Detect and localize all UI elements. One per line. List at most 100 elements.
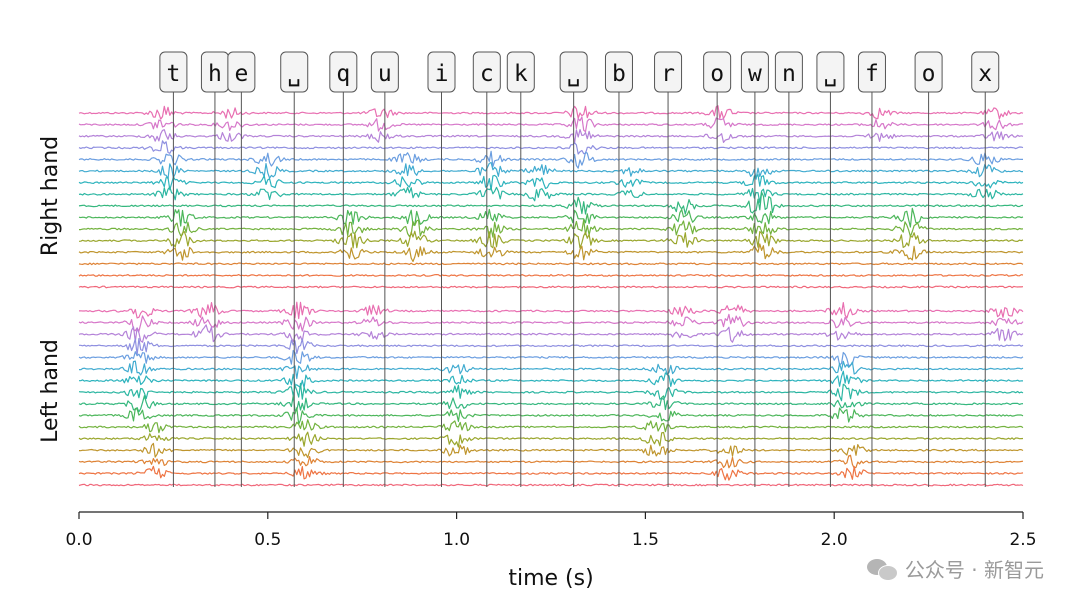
key-text: r bbox=[661, 61, 675, 87]
key-box bbox=[604, 51, 633, 93]
key-label: ␣ bbox=[816, 51, 845, 93]
key-box bbox=[654, 51, 683, 93]
key-text: h bbox=[208, 61, 222, 87]
emg-trace-right-5 bbox=[78, 150, 1023, 169]
key-text: ␣ bbox=[567, 61, 581, 87]
key-text: ␣ bbox=[287, 61, 301, 87]
key-text: o bbox=[710, 61, 724, 87]
key-label: ␣ bbox=[280, 51, 309, 93]
key-label: c bbox=[472, 51, 501, 93]
emg-traces bbox=[78, 105, 1024, 487]
x-tick-label: 2.5 bbox=[1009, 530, 1036, 550]
emg-trace-right-2 bbox=[78, 116, 1023, 133]
key-box bbox=[857, 51, 886, 93]
key-text: o bbox=[922, 61, 936, 87]
emg-trace-left-5 bbox=[78, 349, 1024, 367]
key-box bbox=[227, 51, 256, 93]
key-text: k bbox=[514, 61, 528, 87]
emg-trace-right-15 bbox=[78, 274, 1024, 277]
emg-trace-right-13 bbox=[78, 243, 1024, 263]
right-hand-label: Right hand bbox=[38, 136, 63, 256]
wechat-icon bbox=[866, 557, 898, 581]
key-box bbox=[370, 51, 399, 93]
key-box bbox=[740, 51, 769, 93]
key-label: r bbox=[654, 51, 683, 93]
key-label: b bbox=[604, 51, 633, 93]
key-label: t bbox=[159, 51, 188, 93]
emg-trace-left-13 bbox=[78, 442, 1024, 459]
emg-trace-right-10 bbox=[78, 207, 1024, 228]
emg-trace-right-11 bbox=[79, 219, 1024, 239]
key-box bbox=[427, 51, 456, 93]
emg-trace-left-2 bbox=[78, 313, 1024, 332]
key-label: o bbox=[703, 51, 732, 93]
x-tick-label: 1.5 bbox=[632, 530, 659, 550]
key-text: x bbox=[978, 61, 992, 87]
key-box bbox=[280, 51, 309, 93]
emg-trace-right-1 bbox=[78, 105, 1024, 120]
emg-trace-right-4 bbox=[78, 140, 1024, 155]
x-tick-label: 0.5 bbox=[254, 530, 281, 550]
key-label: o bbox=[914, 51, 943, 93]
key-label: h bbox=[200, 51, 229, 93]
emg-trace-right-8 bbox=[78, 186, 1024, 204]
key-label: f bbox=[857, 51, 886, 93]
emg-trace-left-4 bbox=[79, 338, 1024, 356]
x-axis-label: time (s) bbox=[508, 566, 593, 591]
x-tick-label: 1.0 bbox=[443, 530, 470, 550]
key-text: b bbox=[612, 61, 626, 87]
emg-trace-left-9 bbox=[78, 395, 1024, 413]
key-text: w bbox=[748, 61, 762, 87]
keystroke-lines bbox=[172, 92, 986, 487]
key-label: e bbox=[227, 51, 256, 93]
x-tick-label: 0.0 bbox=[65, 530, 92, 550]
emg-trace-right-3 bbox=[78, 129, 1024, 144]
emg-trace-right-9 bbox=[78, 191, 1024, 215]
emg-trace-right-14 bbox=[78, 262, 1024, 266]
emg-trace-right-12 bbox=[78, 230, 1024, 249]
emg-trace-left-10 bbox=[78, 407, 1024, 425]
watermark: 公众号 · 新智元 bbox=[866, 554, 1044, 583]
keystroke-labels: t h e ␣ q u i c k ␣ b r o w n ␣ f o x bbox=[159, 51, 1000, 93]
key-text: t bbox=[166, 61, 180, 87]
key-text: f bbox=[865, 61, 879, 87]
key-box bbox=[774, 51, 803, 93]
key-label: u bbox=[370, 51, 399, 93]
key-label: ␣ bbox=[559, 51, 588, 93]
key-box bbox=[159, 51, 188, 93]
key-text: i bbox=[435, 61, 449, 87]
key-label: x bbox=[971, 51, 1000, 93]
key-text: u bbox=[378, 61, 392, 87]
key-label: n bbox=[774, 51, 803, 93]
key-box bbox=[816, 51, 845, 93]
emg-trace-left-11 bbox=[78, 419, 1024, 434]
emg-trace-left-1 bbox=[78, 301, 1024, 320]
emg-trace-left-14 bbox=[78, 454, 1024, 469]
key-box bbox=[472, 51, 501, 93]
emg-trace-left-6 bbox=[78, 360, 1024, 380]
x-axis: 0.0 0.5 1.0 1.5 2.0 2.5 time (s) bbox=[65, 511, 1037, 591]
key-label: k bbox=[506, 51, 535, 93]
key-box bbox=[506, 51, 535, 93]
emg-trace-right-6 bbox=[78, 161, 1023, 180]
key-box bbox=[971, 51, 1000, 93]
key-box bbox=[559, 51, 588, 93]
trace-group-right-hand bbox=[78, 105, 1024, 289]
emg-trace-left-12 bbox=[78, 431, 1024, 448]
left-hand-label: Left hand bbox=[38, 339, 63, 443]
key-box bbox=[914, 51, 943, 93]
emg-trace-left-16 bbox=[78, 483, 1024, 487]
key-text: c bbox=[480, 61, 494, 87]
key-text: e bbox=[234, 61, 248, 87]
hand-labels: Right hand Left hand bbox=[38, 136, 63, 443]
watermark-text: 公众号 · 新智元 bbox=[904, 558, 1044, 582]
emg-trace-left-15 bbox=[78, 465, 1024, 481]
x-tick-label: 2.0 bbox=[821, 530, 848, 550]
key-label: q bbox=[329, 51, 358, 93]
key-box bbox=[329, 51, 358, 93]
key-text: n bbox=[782, 61, 796, 87]
emg-trace-right-7 bbox=[78, 174, 1024, 191]
key-box bbox=[703, 51, 732, 93]
